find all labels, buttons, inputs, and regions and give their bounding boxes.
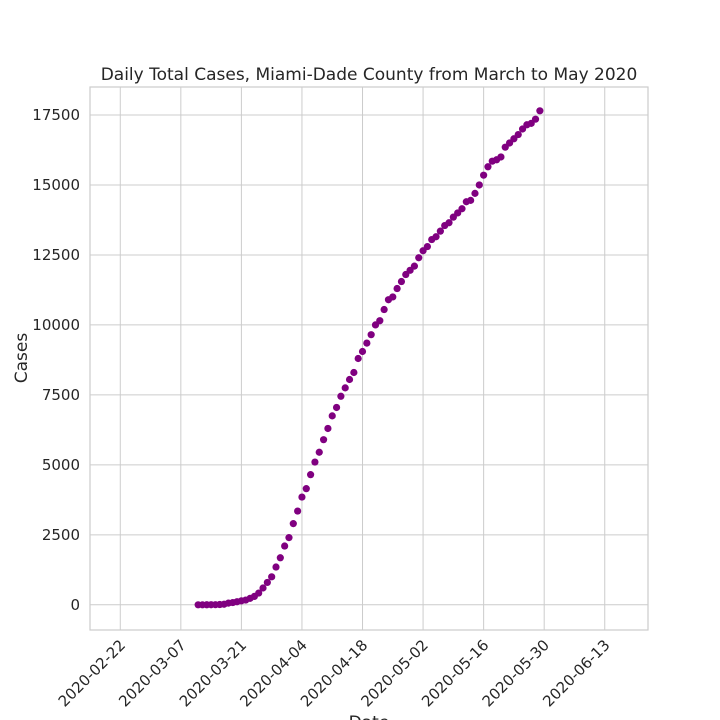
- data-point: [536, 107, 544, 115]
- data-point: [514, 130, 522, 139]
- y-tick-label: 0: [70, 596, 80, 614]
- data-point: [367, 331, 375, 339]
- y-tick-label: 10000: [32, 316, 80, 334]
- data-point: [350, 368, 358, 377]
- data-point: [458, 205, 466, 213]
- data-point: [467, 196, 475, 204]
- data-point: [380, 305, 388, 314]
- data-point: [302, 485, 310, 493]
- data-point: [332, 403, 341, 412]
- data-point: [328, 412, 336, 420]
- data-point: [263, 578, 271, 587]
- data-point: [354, 354, 362, 363]
- data-point: [376, 317, 384, 325]
- data-point: [436, 227, 444, 235]
- y-tick-label: 2500: [42, 526, 80, 544]
- y-tick-label: 15000: [32, 176, 80, 194]
- data-point: [415, 254, 423, 262]
- data-point: [445, 219, 453, 227]
- y-tick-label: 17500: [32, 106, 80, 124]
- data-point: [475, 181, 483, 189]
- y-axis-label: Cases: [12, 333, 32, 384]
- data-point: [307, 471, 315, 479]
- y-tick-label: 5000: [42, 456, 80, 474]
- data-point: [259, 584, 267, 592]
- data-point: [531, 115, 540, 123]
- data-point: [289, 520, 297, 528]
- data-point: [423, 242, 431, 251]
- y-tick-label: 12500: [32, 246, 80, 264]
- data-point: [410, 262, 419, 270]
- data-point: [294, 507, 302, 515]
- data-point: [497, 153, 505, 161]
- data-point: [272, 563, 280, 571]
- data-point: [337, 392, 345, 400]
- data-point: [268, 573, 276, 581]
- data-point: [276, 554, 284, 562]
- data-point: [298, 493, 306, 501]
- data-point: [319, 436, 328, 444]
- data-point: [315, 448, 323, 456]
- y-tick-label: 7500: [42, 386, 80, 404]
- data-point: [393, 284, 401, 293]
- data-point: [471, 189, 479, 197]
- data-point: [311, 458, 319, 466]
- data-point: [389, 293, 397, 301]
- data-point: [480, 171, 488, 179]
- data-point: [397, 277, 406, 286]
- data-point: [358, 347, 367, 356]
- data-point: [345, 375, 354, 384]
- x-axis-label: Date: [349, 713, 390, 720]
- chart-title: Daily Total Cases, Miami-Dade County fro…: [101, 65, 638, 85]
- data-point: [432, 233, 440, 241]
- plot-area: [90, 87, 648, 630]
- data-point: [341, 384, 349, 392]
- data-point: [281, 542, 289, 550]
- plot-frame: [89, 86, 649, 631]
- data-point: [285, 534, 293, 542]
- data-point: [484, 163, 492, 171]
- data-point: [363, 339, 371, 347]
- data-point: [255, 589, 263, 597]
- data-point: [324, 424, 332, 433]
